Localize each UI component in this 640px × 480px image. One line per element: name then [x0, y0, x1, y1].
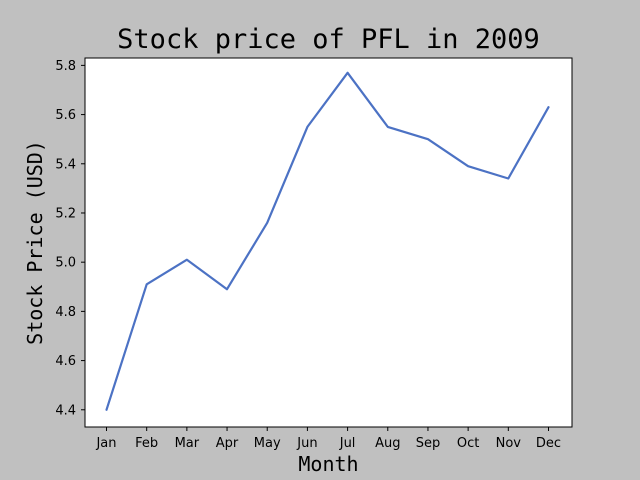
y-tick-label: 5.0: [55, 256, 76, 271]
x-tick-label: Jan: [95, 436, 116, 451]
series-line: [105, 71, 550, 411]
y-axis-label: Stock Price (USD): [23, 140, 47, 345]
x-tick-label: Oct: [457, 436, 479, 451]
y-tick-label: 4.4: [55, 403, 76, 418]
y-tick-label: 4.8: [55, 305, 76, 320]
y-tick-label: 5.4: [55, 157, 76, 172]
y-axis: 4.4 4.6 4.8 5.0 5.2 5.4 5.6 5.8: [55, 59, 85, 418]
x-tick-label: Jul: [339, 436, 356, 451]
x-tick-label: Aug: [375, 436, 400, 451]
plot-area: [84, 57, 573, 428]
y-tick-label: 5.2: [55, 206, 76, 221]
x-tick-label: Feb: [135, 436, 158, 451]
x-tick-label: Dec: [536, 436, 561, 451]
chart-title: Stock price of PFL in 2009: [117, 24, 540, 55]
x-tick-label: Apr: [216, 436, 239, 451]
x-tick-label: Nov: [496, 436, 522, 451]
x-axis: Jan Feb Mar Apr May Jun Jul Aug Sep Oct Nov Dec: [95, 427, 561, 451]
y-tick-label: 4.6: [55, 354, 76, 369]
x-axis-label: Month: [298, 452, 358, 476]
x-tick-label: Mar: [175, 436, 200, 451]
x-tick-label: Jun: [296, 436, 317, 451]
y-tick-label: 5.6: [55, 108, 76, 123]
y-tick-label: 5.8: [55, 59, 76, 74]
x-tick-label: Sep: [416, 436, 441, 451]
x-tick-label: May: [254, 436, 281, 451]
